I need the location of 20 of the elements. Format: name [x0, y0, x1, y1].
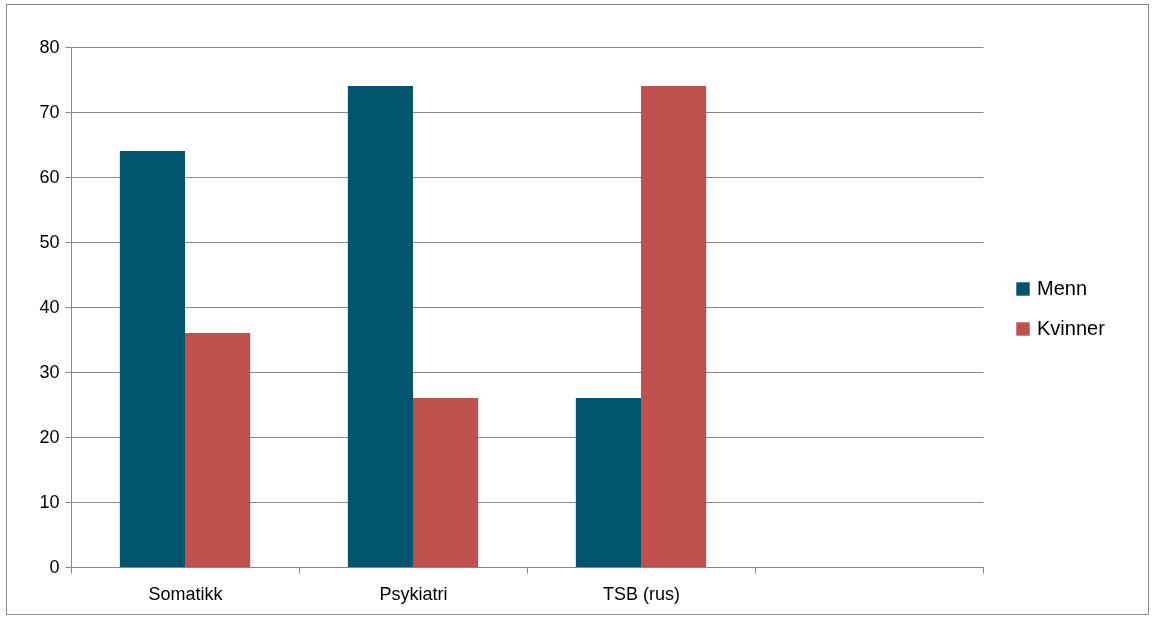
x-tick-label: TSB (rus) [602, 583, 681, 604]
y-tick-label: 80 [39, 36, 60, 57]
x-tick-label: Somatikk [148, 583, 224, 604]
y-tick-label: 40 [39, 296, 60, 317]
y-tick-label: 30 [39, 361, 60, 382]
legend-label: Menn [1037, 277, 1088, 299]
bar [185, 333, 251, 567]
bar [119, 151, 185, 567]
y-tick-label: 60 [39, 166, 60, 187]
y-tick-label: 70 [39, 101, 60, 122]
y-tick-label: 10 [39, 491, 60, 512]
y-tick-label: 50 [39, 231, 60, 252]
y-tick-label: 0 [49, 556, 60, 577]
bar [641, 86, 707, 567]
bar [347, 86, 413, 567]
x-tick-label: Psykiatri [379, 583, 448, 604]
bar [413, 398, 479, 567]
bar [575, 398, 641, 567]
legend-label: Kvinner [1037, 317, 1106, 339]
y-tick-label: 20 [39, 426, 60, 447]
